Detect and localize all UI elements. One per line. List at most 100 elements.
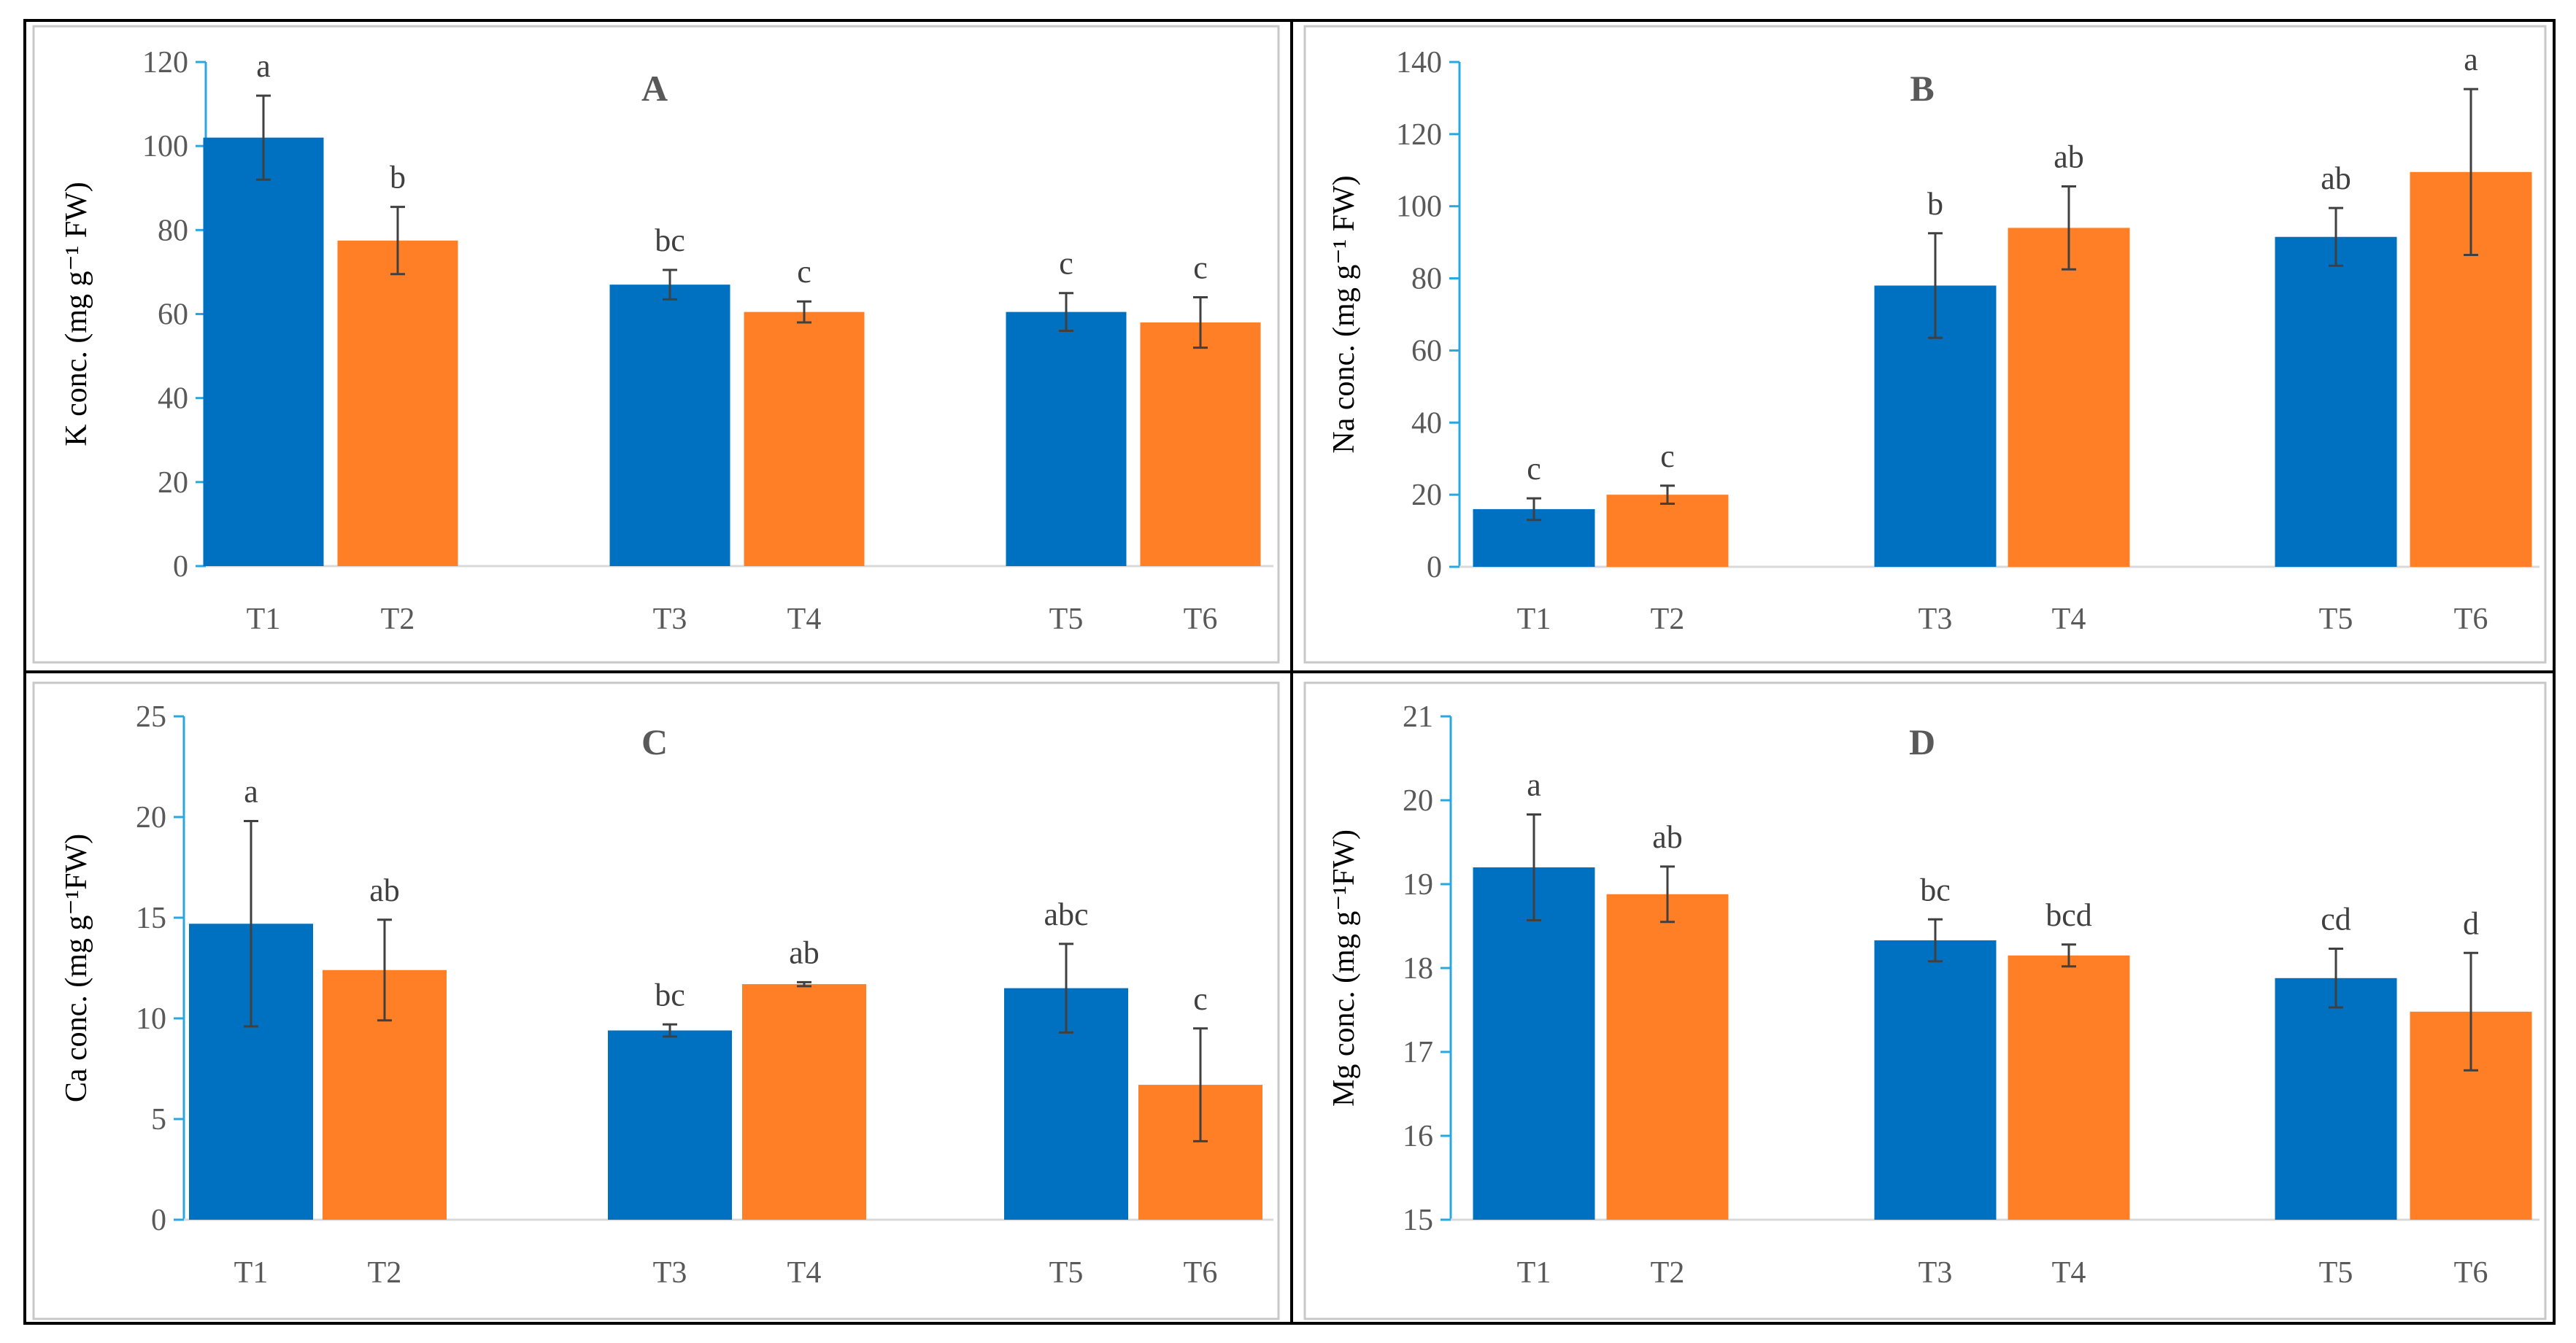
panel-a-bar-t6: [1140, 322, 1261, 566]
panel-c-title: C: [641, 721, 668, 762]
panel-b-xtick-label-t3: T3: [1918, 603, 1953, 636]
panel-b-letter-t2: c: [1660, 438, 1675, 474]
panel-d-letter-t6: d: [2463, 905, 2479, 941]
panel-d-ytick-label-0: 15: [1403, 1204, 1433, 1237]
panel-a-title: A: [641, 68, 668, 109]
panel-a-bar-t2: [337, 240, 458, 566]
panel-a-ytick-label-5: 100: [142, 130, 188, 163]
panel-b-ytick-label-7: 140: [1396, 46, 1442, 80]
panel-c-bar-t4: [742, 984, 866, 1220]
panel-b-xtick-label-t6: T6: [2454, 603, 2488, 636]
panel-d-bar-t4: [2008, 955, 2130, 1220]
panel-d-ytick-label-3: 18: [1403, 952, 1433, 986]
panel-b-letter-t4: ab: [2054, 139, 2084, 175]
panel-a-xtick-label-t6: T6: [1184, 603, 1218, 636]
panel-a-xtick-label-t2: T2: [381, 603, 415, 636]
panel-a-bar-t1: [203, 137, 324, 566]
panel-c-letter-t1: a: [244, 774, 258, 810]
panel-a-bar-t4: [744, 311, 865, 566]
panel-d-letter-t5: cd: [2321, 902, 2351, 937]
panel-a-letter-t6: c: [1193, 249, 1208, 285]
panel-b-ytick-label-2: 40: [1411, 406, 1442, 440]
panel-c-ytick-label-5: 25: [136, 700, 166, 734]
panel-a-xtick-label-t4: T4: [787, 603, 822, 636]
panel-c-ytick-label-0: 0: [151, 1204, 166, 1237]
panel-b-ytick-label-1: 20: [1411, 479, 1442, 512]
panel-b-ytick-label-4: 80: [1411, 263, 1442, 296]
panel-a-ytick-label-1: 20: [158, 466, 188, 500]
panel-c-xtick-label-t1: T1: [234, 1256, 269, 1290]
panel-b-title: B: [1910, 68, 1934, 109]
panel-b-ytick-label-0: 0: [1427, 551, 1442, 584]
panel-c-xtick-label-t3: T3: [653, 1256, 687, 1290]
panel-d-bar-t3: [1874, 940, 1997, 1220]
panel-b-xtick-label-t1: T1: [1517, 603, 1551, 636]
panel-a-xtick-label-t5: T5: [1049, 603, 1084, 636]
panel-d-letter-t1: a: [1527, 767, 1541, 803]
panel-a-ytick-label-4: 80: [158, 214, 188, 247]
panel-d-letter-t2: ab: [1652, 819, 1683, 855]
panel-a-letter-t1: a: [256, 48, 271, 84]
panel-d-xtick-label-t1: T1: [1517, 1256, 1551, 1290]
panel-c-xtick-label-t5: T5: [1049, 1256, 1084, 1290]
panel-d-ylabel: Mg conc. (mg g⁻¹FW): [1327, 829, 1361, 1107]
panel-a-letter-t2: b: [390, 160, 406, 196]
panel-b-border: [1303, 25, 2547, 664]
panel-b-ytick-label-6: 120: [1396, 118, 1442, 152]
panel-a-bar-t3: [609, 285, 730, 566]
panel-a-letter-t5: c: [1059, 246, 1073, 282]
panel-c-letter-t3: bc: [655, 977, 685, 1013]
panel-b-bar-t4: [2008, 228, 2130, 567]
panel-b-ylabel: Na conc. (mg g⁻¹ FW): [1327, 175, 1361, 453]
panel-b-letter-t5: ab: [2321, 160, 2351, 196]
panel-a-bar-t5: [1006, 311, 1127, 566]
panel-b-xtick-label-t5: T5: [2319, 603, 2353, 636]
panel-b-ytick-label-3: 60: [1411, 334, 1442, 368]
panel-b-letter-t1: c: [1527, 451, 1541, 487]
panel-a-ylabel: K conc. (mg g⁻¹ FW): [60, 182, 93, 446]
panel-d-xtick-label-t4: T4: [2052, 1256, 2086, 1290]
panel-b-xtick-label-t2: T2: [1651, 603, 1685, 636]
panel-b-bar-t5: [2275, 236, 2397, 567]
panel-c-xtick-label-t4: T4: [787, 1256, 822, 1290]
panel-a-ytick-label-0: 0: [173, 550, 188, 584]
panel-c-xtick-label-t2: T2: [368, 1256, 402, 1290]
panel-c-letter-t6: c: [1193, 981, 1208, 1017]
panel-b-bar-t2: [1606, 495, 1729, 567]
panel-d-bar-t1: [1473, 867, 1595, 1220]
panel-c-ytick-label-1: 5: [151, 1103, 166, 1137]
horizontal-divider: [23, 670, 2556, 673]
panel-d-xtick-label-t2: T2: [1651, 1256, 1685, 1290]
panel-d-ytick-label-2: 17: [1403, 1036, 1433, 1069]
panel-c-border: [32, 681, 1280, 1320]
panel-a-letter-t3: bc: [655, 222, 685, 258]
panel-d-xtick-label-t6: T6: [2454, 1256, 2488, 1290]
panel-d-letter-t3: bc: [1920, 872, 1951, 907]
panel-d-bar-t5: [2275, 978, 2397, 1220]
panel-a-border: [32, 25, 1280, 664]
panel-c-ylabel: Ca conc. (mg g⁻¹FW): [60, 834, 93, 1102]
panel-c-letter-t2: ab: [369, 872, 400, 908]
panel-c-ytick-label-4: 20: [136, 801, 166, 835]
panel-c-ytick-label-2: 10: [136, 1002, 166, 1036]
panel-c-ytick-label-3: 15: [136, 902, 166, 935]
panel-d-ytick-label-4: 19: [1403, 868, 1433, 902]
panel-c-bar-t3: [608, 1030, 732, 1220]
panel-d-letter-t4: bcd: [2045, 897, 2092, 933]
panel-a-letter-t4: c: [797, 254, 811, 290]
panel-d-bar-t2: [1606, 894, 1729, 1220]
panel-b-xtick-label-t4: T4: [2052, 603, 2086, 636]
panel-b-ytick-label-5: 100: [1396, 190, 1442, 224]
panel-d-border: [1303, 681, 2547, 1320]
panel-c-letter-t4: ab: [789, 934, 820, 970]
panel-c-xtick-label-t6: T6: [1184, 1256, 1218, 1290]
panel-d-xtick-label-t5: T5: [2319, 1256, 2353, 1290]
panel-d-ytick-label-6: 21: [1403, 700, 1433, 734]
panel-b-letter-t3: b: [1927, 186, 1943, 222]
panel-b-letter-t6: a: [2464, 42, 2478, 77]
panel-a-xtick-label-t1: T1: [247, 603, 281, 636]
panel-a-xtick-label-t3: T3: [653, 603, 687, 636]
panel-a-ytick-label-2: 40: [158, 382, 188, 416]
vertical-divider: [1290, 19, 1293, 1325]
